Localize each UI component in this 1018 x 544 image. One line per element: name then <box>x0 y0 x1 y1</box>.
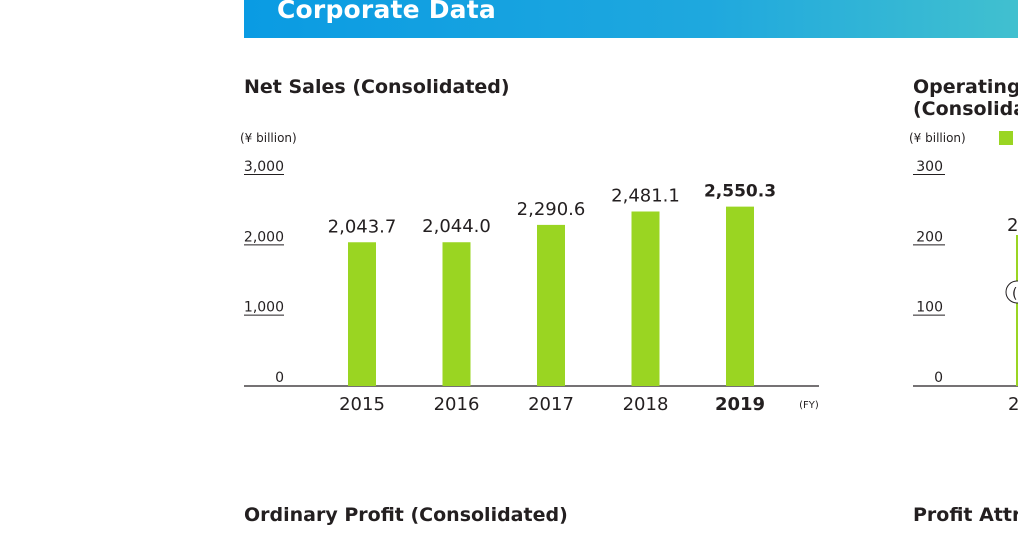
bar <box>1016 235 1018 386</box>
circled-annotation <box>1005 280 1018 304</box>
net-sales-title: Net Sales (Consolidated) <box>244 76 510 98</box>
bar <box>631 211 660 386</box>
x-tick-label: 2018 <box>623 394 669 415</box>
data-label: 2 <box>1007 215 1018 236</box>
data-label: 2,481.1 <box>611 185 680 206</box>
operating-title-line2: (Consolida <box>913 98 1018 120</box>
x-tick-label: 2019 <box>715 394 765 415</box>
x-tick-label: 2015 <box>339 394 385 415</box>
y-tick-label: 100 <box>916 300 943 316</box>
data-label: 2,043.7 <box>328 216 397 237</box>
bar <box>442 242 471 386</box>
annotation-label: (1 <box>1012 286 1018 302</box>
data-label: 2,044.0 <box>422 216 491 237</box>
y-tick-label: 0 <box>934 370 943 386</box>
bar <box>537 224 565 386</box>
page-title: Corporate Data <box>277 0 496 24</box>
y-tick-label: 0 <box>275 370 284 386</box>
unit-label: (¥ billion) <box>240 131 297 145</box>
y-tick-label: 200 <box>916 229 943 245</box>
x-tick-label: 2017 <box>528 394 574 415</box>
y-tick-label: 2,000 <box>244 229 284 245</box>
y-tick-label: 3,000 <box>244 159 284 175</box>
data-label: 2,550.3 <box>704 182 776 202</box>
header-banner: Corporate Data <box>244 0 1018 38</box>
x-tick-label: 2016 <box>434 394 480 415</box>
y-tick-label: 1,000 <box>244 300 284 316</box>
ordinary-profit-title: Ordinary Profit (Consolidated) <box>244 504 568 526</box>
y-tick-label: 300 <box>916 159 943 175</box>
data-label: 2,290.6 <box>517 199 586 220</box>
bar <box>348 242 376 386</box>
x-tick-label: 2 <box>1008 394 1018 415</box>
x-axis-unit: (FY) <box>799 400 819 411</box>
unit-label: (¥ billion) <box>909 131 966 145</box>
profit-attributable-title: Profit Attr <box>913 504 1018 526</box>
bar <box>726 206 754 386</box>
operating-title-line1: Operating <box>913 76 1018 98</box>
legend-swatch <box>999 131 1013 145</box>
